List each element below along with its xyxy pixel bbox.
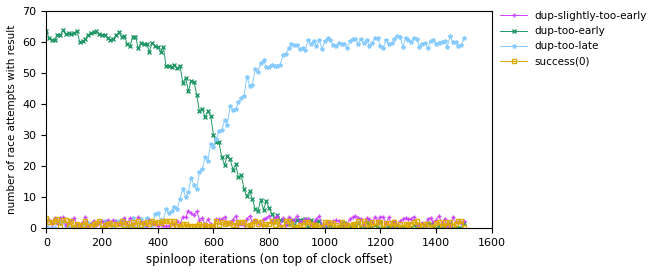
dup-slightly-too-early [251, 219, 259, 222]
dup-too-late [248, 84, 256, 87]
dup-too-late [446, 34, 454, 38]
dup-slightly-too-early [185, 209, 192, 213]
success(0) [460, 225, 468, 229]
success(0) [190, 224, 198, 227]
Line: dup-slightly-too-early: dup-slightly-too-early [44, 209, 466, 228]
dup-too-early [457, 226, 465, 229]
dup-too-late [310, 39, 318, 42]
Line: dup-too-late: dup-too-late [44, 34, 466, 230]
dup-slightly-too-early [301, 217, 309, 221]
dup-too-early [42, 29, 50, 32]
dup-too-late [42, 224, 50, 227]
success(0) [337, 221, 345, 224]
dup-too-late [337, 42, 345, 46]
dup-slightly-too-early [457, 221, 465, 224]
dup-too-early [59, 29, 67, 32]
dup-too-late [299, 46, 306, 50]
dup-slightly-too-early [460, 220, 468, 223]
success(0) [42, 217, 50, 220]
dup-too-late [460, 37, 468, 40]
dup-too-early [460, 221, 468, 225]
dup-too-early [192, 93, 200, 96]
Line: dup-too-early: dup-too-early [44, 28, 466, 230]
dup-too-early [304, 226, 312, 229]
success(0) [335, 226, 343, 229]
dup-too-late [457, 43, 465, 46]
success(0) [296, 224, 304, 227]
dup-too-early [312, 220, 320, 224]
Line: success(0): success(0) [44, 216, 466, 230]
dup-slightly-too-early [196, 218, 204, 221]
success(0) [455, 219, 463, 223]
dup-too-early [340, 221, 348, 224]
Legend: dup-slightly-too-early, dup-too-early, dup-too-late, success(0): dup-slightly-too-early, dup-too-early, d… [496, 7, 651, 71]
dup-too-late [192, 188, 200, 191]
Y-axis label: number of race attempts with result: number of race attempts with result [7, 25, 17, 214]
X-axis label: spinloop iterations (on top of clock offset): spinloop iterations (on top of clock off… [146, 253, 393, 266]
success(0) [246, 224, 254, 227]
dup-slightly-too-early [340, 222, 348, 225]
success(0) [307, 222, 315, 225]
dup-too-early [248, 198, 256, 201]
dup-too-early [299, 218, 306, 222]
dup-too-late [45, 226, 53, 229]
dup-slightly-too-early [42, 222, 50, 225]
dup-slightly-too-early [312, 218, 320, 221]
dup-slightly-too-early [162, 225, 170, 228]
